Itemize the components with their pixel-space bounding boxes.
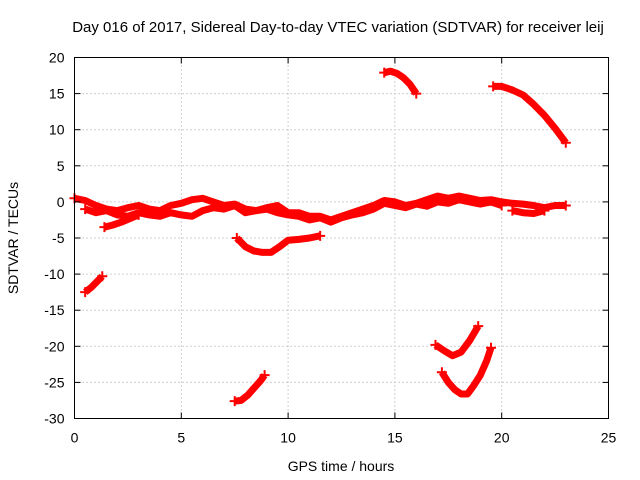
- x-axis-label: GPS time / hours: [288, 458, 395, 474]
- series-point-marker: [496, 200, 507, 211]
- y-tick-label: 15: [49, 86, 65, 102]
- series-point-marker: [259, 370, 270, 381]
- series-point-marker: [229, 396, 240, 407]
- x-tick-label: 20: [494, 430, 510, 446]
- series-arc-early-dip: [103, 211, 140, 231]
- x-tick-label: 25: [601, 430, 617, 446]
- series-point-marker: [436, 367, 447, 378]
- series-point-marker: [488, 81, 499, 92]
- series-point-marker: [560, 200, 571, 211]
- y-tick-label: -30: [44, 411, 64, 427]
- y-tick-label: 0: [57, 194, 65, 210]
- series-point-marker: [560, 137, 571, 148]
- x-tick-label: 0: [71, 430, 79, 446]
- y-tick-label: 20: [49, 50, 65, 66]
- series-point-marker: [539, 205, 550, 216]
- y-tick-label: 5: [57, 158, 65, 174]
- series-point-marker: [430, 339, 441, 350]
- series-arc-neg5-dip: [234, 232, 321, 256]
- y-tick-label: -5: [52, 230, 65, 246]
- series-point-marker: [97, 271, 108, 282]
- series-arc-plus18: [383, 67, 420, 96]
- series-arc-neg27: [234, 373, 268, 405]
- series-point-marker: [411, 88, 422, 99]
- series-arc-main-band-b: [84, 196, 503, 226]
- series-point-marker: [80, 287, 91, 298]
- series-point-marker: [315, 230, 326, 241]
- x-tick-label: 5: [177, 430, 185, 446]
- series-layer: [69, 67, 571, 407]
- series-arc-plus16: [493, 82, 569, 145]
- y-tick-label: -20: [44, 338, 64, 354]
- series-point-marker: [507, 205, 518, 216]
- series-arc-neg12: [83, 273, 105, 295]
- x-tick-label: 10: [280, 430, 296, 446]
- series-arc-neg26: [438, 346, 495, 398]
- chart-title: Day 016 of 2017, Sidereal Day-to-day VTE…: [72, 19, 604, 36]
- ticks: 0 5 10 15 20 25 20 15 10 5 0 -5 -10 -15 -20 -25 -30: [44, 50, 616, 446]
- series-point-marker: [379, 67, 390, 78]
- y-tick-label: -10: [44, 266, 64, 282]
- series-point-marker: [231, 233, 242, 243]
- series-point-marker: [133, 209, 144, 220]
- series-arc-neg20: [433, 324, 482, 360]
- x-tick-label: 15: [387, 430, 403, 446]
- y-tick-label: 10: [49, 122, 65, 138]
- y-axis-label: SDTVAR / TECUs: [5, 182, 21, 294]
- y-tick-label: -25: [44, 374, 64, 390]
- series-point-marker: [473, 321, 484, 332]
- series-arc-late-tail: [511, 207, 546, 217]
- series-point-marker: [486, 342, 497, 353]
- series-point-marker: [80, 204, 91, 215]
- y-tick-label: -15: [44, 302, 64, 318]
- series-point-marker: [99, 222, 110, 233]
